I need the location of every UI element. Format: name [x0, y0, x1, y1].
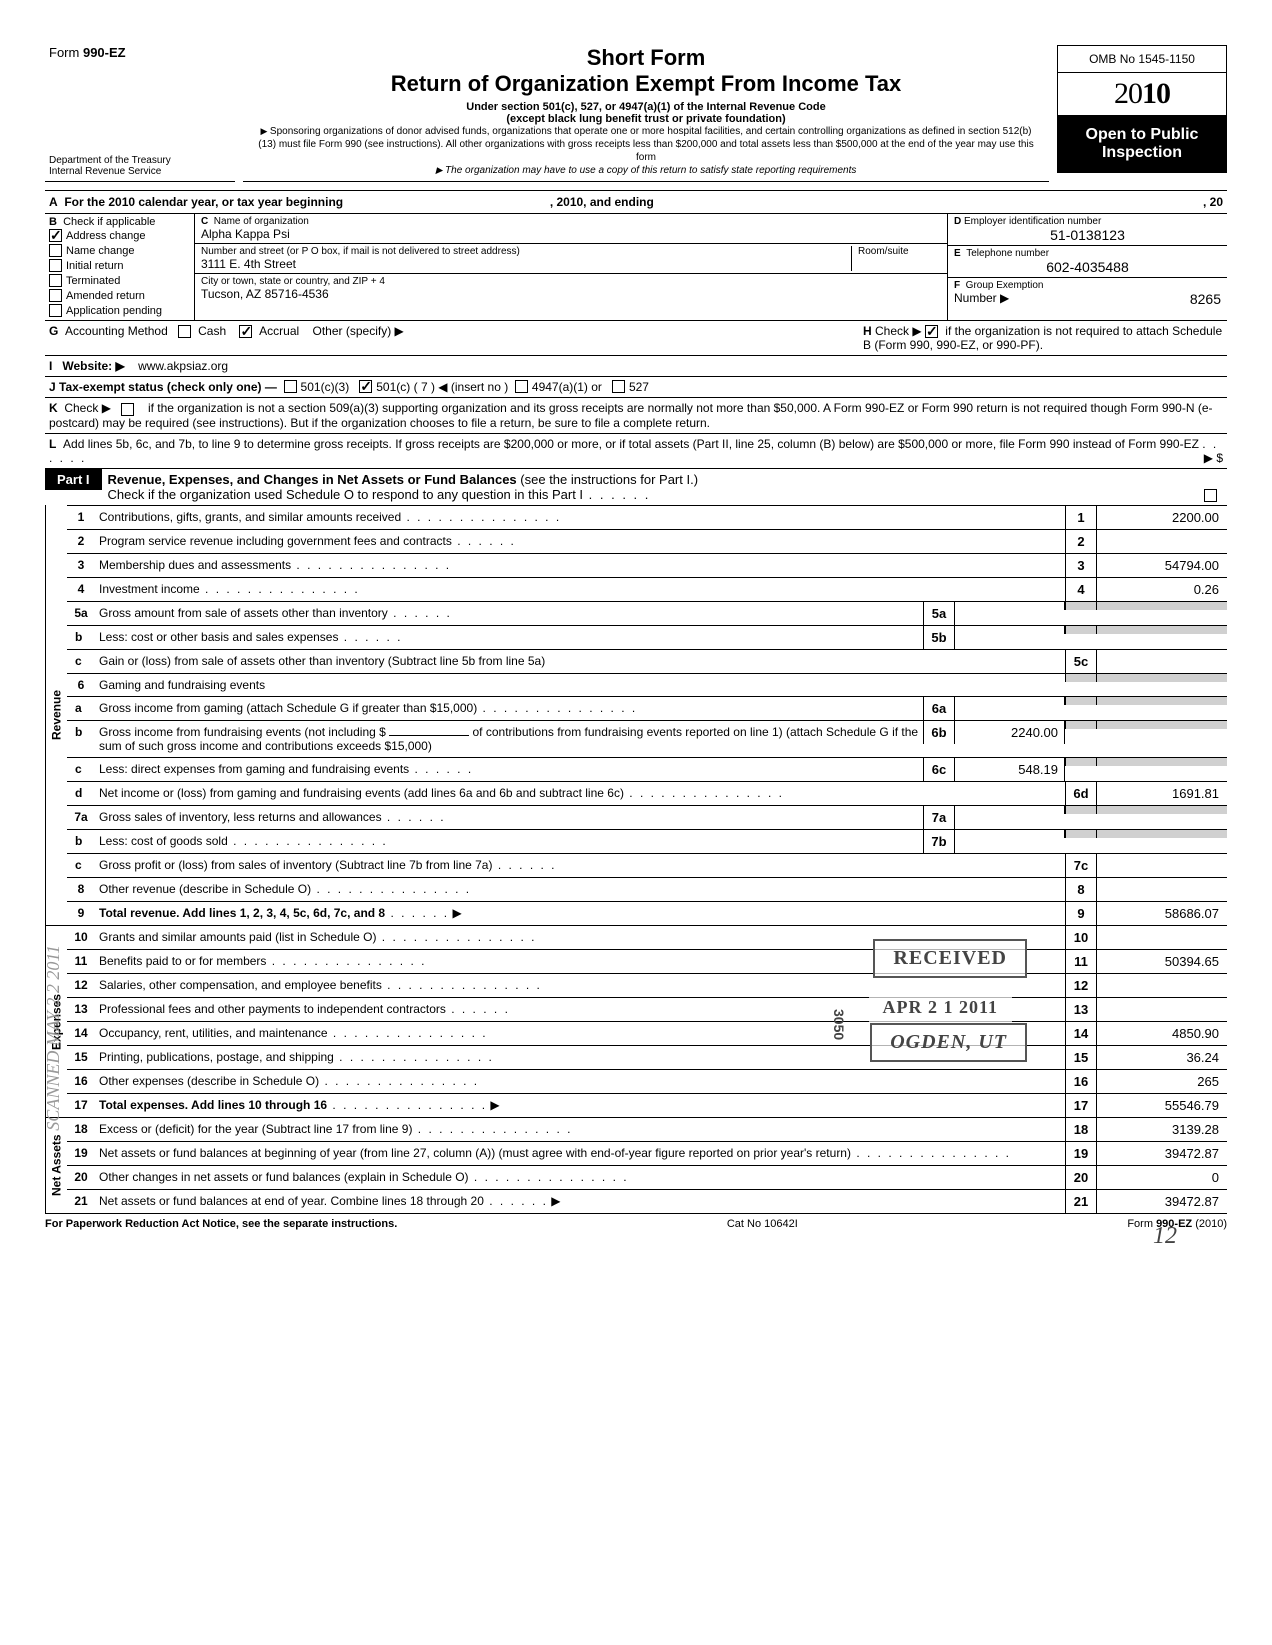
stamp-3050: 3050 — [831, 1009, 847, 1040]
title-short-form: Short Form — [243, 45, 1049, 71]
title-return: Return of Organization Exempt From Incom… — [243, 71, 1049, 97]
checkbox-H[interactable] — [925, 325, 938, 338]
website: www.akpsiaz.org — [138, 359, 228, 373]
row-I: I Website: ▶ www.akpsiaz.org — [45, 355, 1227, 376]
val-6a — [955, 697, 1065, 705]
val-7a — [955, 806, 1065, 814]
subtitle-except: (except black lung benefit trust or priv… — [243, 113, 1049, 125]
val-12 — [1097, 974, 1227, 982]
checkbox-accrual[interactable] — [239, 325, 252, 338]
checkbox-terminated[interactable] — [49, 274, 62, 287]
val-15: 36.24 — [1097, 1046, 1227, 1069]
checkbox-address-change[interactable] — [49, 229, 62, 242]
revenue-group: Revenue 1Contributions, gifts, grants, a… — [45, 505, 1227, 926]
val-1: 2200.00 — [1097, 506, 1227, 529]
val-19: 39472.87 — [1097, 1142, 1227, 1165]
scanned-stamp: SCANNED MAY 2 2 2011 — [43, 945, 64, 1131]
checkbox-K[interactable] — [121, 403, 134, 416]
org-street: 3111 E. 4th Street — [201, 257, 851, 271]
row-J: J Tax-exempt status (check only one) — 5… — [45, 376, 1227, 397]
org-city: Tucson, AZ 85716-4536 — [201, 287, 941, 301]
row-L: L Add lines 5b, 6c, and 7b, to line 9 to… — [45, 433, 1227, 468]
checkbox-part1-schO[interactable] — [1204, 489, 1217, 502]
group-exemption: 8265 — [1190, 291, 1221, 307]
header-note2: The organization may have to use a copy … — [243, 164, 1049, 177]
checkbox-527[interactable] — [612, 380, 625, 393]
val-16: 265 — [1097, 1070, 1227, 1093]
subtitle-code: Under section 501(c), 527, or 4947(a)(1)… — [243, 101, 1049, 113]
form-header: Form 990-EZ Department of the Treasury I… — [45, 45, 1227, 182]
val-2 — [1097, 530, 1227, 538]
val-5c — [1097, 650, 1227, 658]
ein: 51-0138123 — [954, 227, 1221, 243]
part1-header: Part I Revenue, Expenses, and Changes in… — [45, 468, 1227, 505]
val-9: 58686.07 — [1097, 902, 1227, 925]
header-note1: Sponsoring organizations of donor advise… — [243, 125, 1049, 164]
phone: 602-4035488 — [954, 259, 1221, 275]
form-word: Form — [49, 45, 79, 60]
checkbox-app-pending[interactable] — [49, 304, 62, 317]
form-number: 990-EZ — [83, 45, 126, 60]
stamp-ogden: OGDEN, UT — [870, 1023, 1027, 1062]
val-6d: 1691.81 — [1097, 782, 1227, 805]
val-6b: 2240.00 — [955, 721, 1065, 744]
val-20: 0 — [1097, 1166, 1227, 1189]
val-7b — [955, 830, 1065, 838]
checkbox-initial-return[interactable] — [49, 259, 62, 272]
open-to-public: Open to Public Inspection — [1057, 115, 1227, 173]
val-17: 55546.79 — [1097, 1094, 1227, 1117]
val-7c — [1097, 854, 1227, 862]
checkbox-amended[interactable] — [49, 289, 62, 302]
dept-treasury: Department of the Treasury — [49, 155, 231, 166]
omb-number: OMB No 1545-1150 — [1057, 45, 1227, 72]
checkbox-4947[interactable] — [515, 380, 528, 393]
org-name: Alpha Kappa Psi — [201, 227, 941, 241]
val-10 — [1097, 926, 1227, 934]
checkbox-cash[interactable] — [178, 325, 191, 338]
val-8 — [1097, 878, 1227, 886]
netassets-label: Net Assets — [45, 1118, 67, 1213]
dept-irs: Internal Revenue Service — [49, 166, 231, 177]
val-21: 39472.87 — [1097, 1190, 1227, 1213]
val-5b — [955, 626, 1065, 634]
val-6c: 548.19 — [955, 758, 1065, 781]
checkbox-501c[interactable] — [359, 380, 372, 393]
org-info-block: B Check if applicable Address change Nam… — [45, 214, 1227, 320]
501c-num: 7 — [421, 380, 428, 394]
section-A: A For the 2010 calendar year, or tax yea… — [45, 190, 1227, 214]
row-GH: G Accounting Method Cash Accrual Other (… — [45, 320, 1227, 355]
val-13 — [1097, 998, 1227, 1006]
row-K: K Check ▶ if the organization is not a s… — [45, 397, 1227, 432]
val-5a — [955, 602, 1065, 610]
stamp-received: RECEIVED — [873, 939, 1027, 978]
val-18: 3139.28 — [1097, 1118, 1227, 1141]
checkbox-501c3[interactable] — [284, 380, 297, 393]
expenses-group: Expenses 10Grants and similar amounts pa… — [45, 926, 1227, 1118]
handwritten-page: 12 — [1153, 1223, 1177, 1250]
stamp-date: APR 2 1 2011 — [869, 993, 1013, 1022]
val-11: 50394.65 — [1097, 950, 1227, 973]
val-14: 4850.90 — [1097, 1022, 1227, 1045]
netassets-group: Net Assets 18Excess or (deficit) for the… — [45, 1118, 1227, 1213]
val-4: 0.26 — [1097, 578, 1227, 601]
revenue-label: Revenue — [45, 505, 67, 925]
page-footer: For Paperwork Reduction Act Notice, see … — [45, 1213, 1227, 1230]
tax-year: 2010 — [1057, 72, 1227, 115]
checkbox-name-change[interactable] — [49, 244, 62, 257]
val-3: 54794.00 — [1097, 554, 1227, 577]
